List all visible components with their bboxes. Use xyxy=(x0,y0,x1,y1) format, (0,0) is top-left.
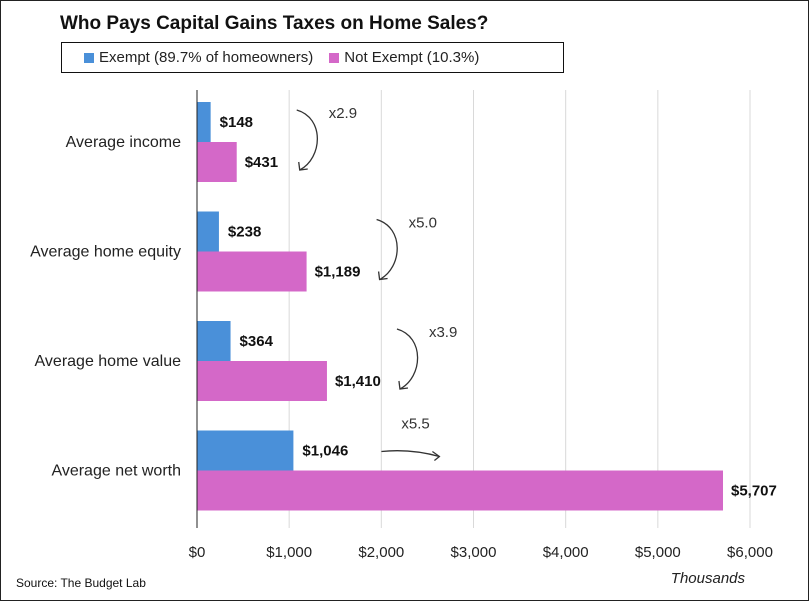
arrow-head xyxy=(432,450,441,462)
x-tick-label: $0 xyxy=(189,544,206,561)
category-label: Average home value xyxy=(35,353,182,370)
x-unit-label: Thousands xyxy=(671,570,746,587)
legend-item-exempt: Exempt (89.7% of homeowners) xyxy=(84,49,313,66)
x-tick-label: $5,000 xyxy=(635,544,681,561)
data-label-exempt: $364 xyxy=(240,333,274,350)
source-note: Source: The Budget Lab xyxy=(16,576,146,590)
x-tick-label: $3,000 xyxy=(451,544,497,561)
bar-exempt xyxy=(197,430,294,471)
category-label: Average income xyxy=(66,134,181,151)
arrow-head xyxy=(377,271,388,281)
bar-not-exempt xyxy=(197,142,237,182)
bar-not-exempt xyxy=(197,251,307,292)
multiplier-arrow xyxy=(381,450,440,458)
bar-exempt xyxy=(197,321,231,361)
data-label-not-exempt: $431 xyxy=(245,154,278,171)
multiplier-label: x2.9 xyxy=(329,105,357,122)
multiplier-label: x5.5 xyxy=(401,416,429,433)
multiplier-arrow xyxy=(296,109,318,171)
data-label-not-exempt: $5,707 xyxy=(731,483,777,500)
data-label-not-exempt: $1,410 xyxy=(335,373,381,390)
bar-exempt xyxy=(197,211,219,252)
category-label: Average net worth xyxy=(51,463,181,480)
x-tick-label: $1,000 xyxy=(266,544,312,561)
multiplier-label: x5.0 xyxy=(409,215,437,232)
legend-swatch-not-exempt xyxy=(329,52,340,63)
data-label-not-exempt: $1,189 xyxy=(315,264,361,281)
multiplier-arrow xyxy=(376,218,398,281)
legend-swatch-exempt xyxy=(84,52,94,63)
category-label: Average home equity xyxy=(30,244,181,261)
data-label-exempt: $1,046 xyxy=(302,443,348,460)
arrow-head xyxy=(398,380,409,390)
data-label-exempt: $238 xyxy=(228,224,261,241)
chart-title: Who Pays Capital Gains Taxes on Home Sal… xyxy=(60,13,489,34)
x-tick-label: $2,000 xyxy=(358,544,404,561)
legend-label-not-exempt: Not Exempt (10.3%) xyxy=(344,49,480,66)
legend-label-exempt: Exempt (89.7% of homeowners) xyxy=(99,49,314,66)
bar-not-exempt xyxy=(197,470,723,511)
bar-not-exempt xyxy=(197,361,327,401)
x-tick-label: $6,000 xyxy=(727,544,773,561)
arrow-head xyxy=(298,161,308,171)
legend: Exempt (89.7% of homeowners) Not Exempt … xyxy=(61,42,564,73)
data-label-exempt: $148 xyxy=(220,114,253,131)
multiplier-label: x3.9 xyxy=(429,324,457,341)
legend-item-not-exempt: Not Exempt (10.3%) xyxy=(329,49,479,66)
x-tick-label: $4,000 xyxy=(543,544,589,561)
bar-exempt xyxy=(197,102,211,142)
multiplier-arrow xyxy=(396,328,419,390)
